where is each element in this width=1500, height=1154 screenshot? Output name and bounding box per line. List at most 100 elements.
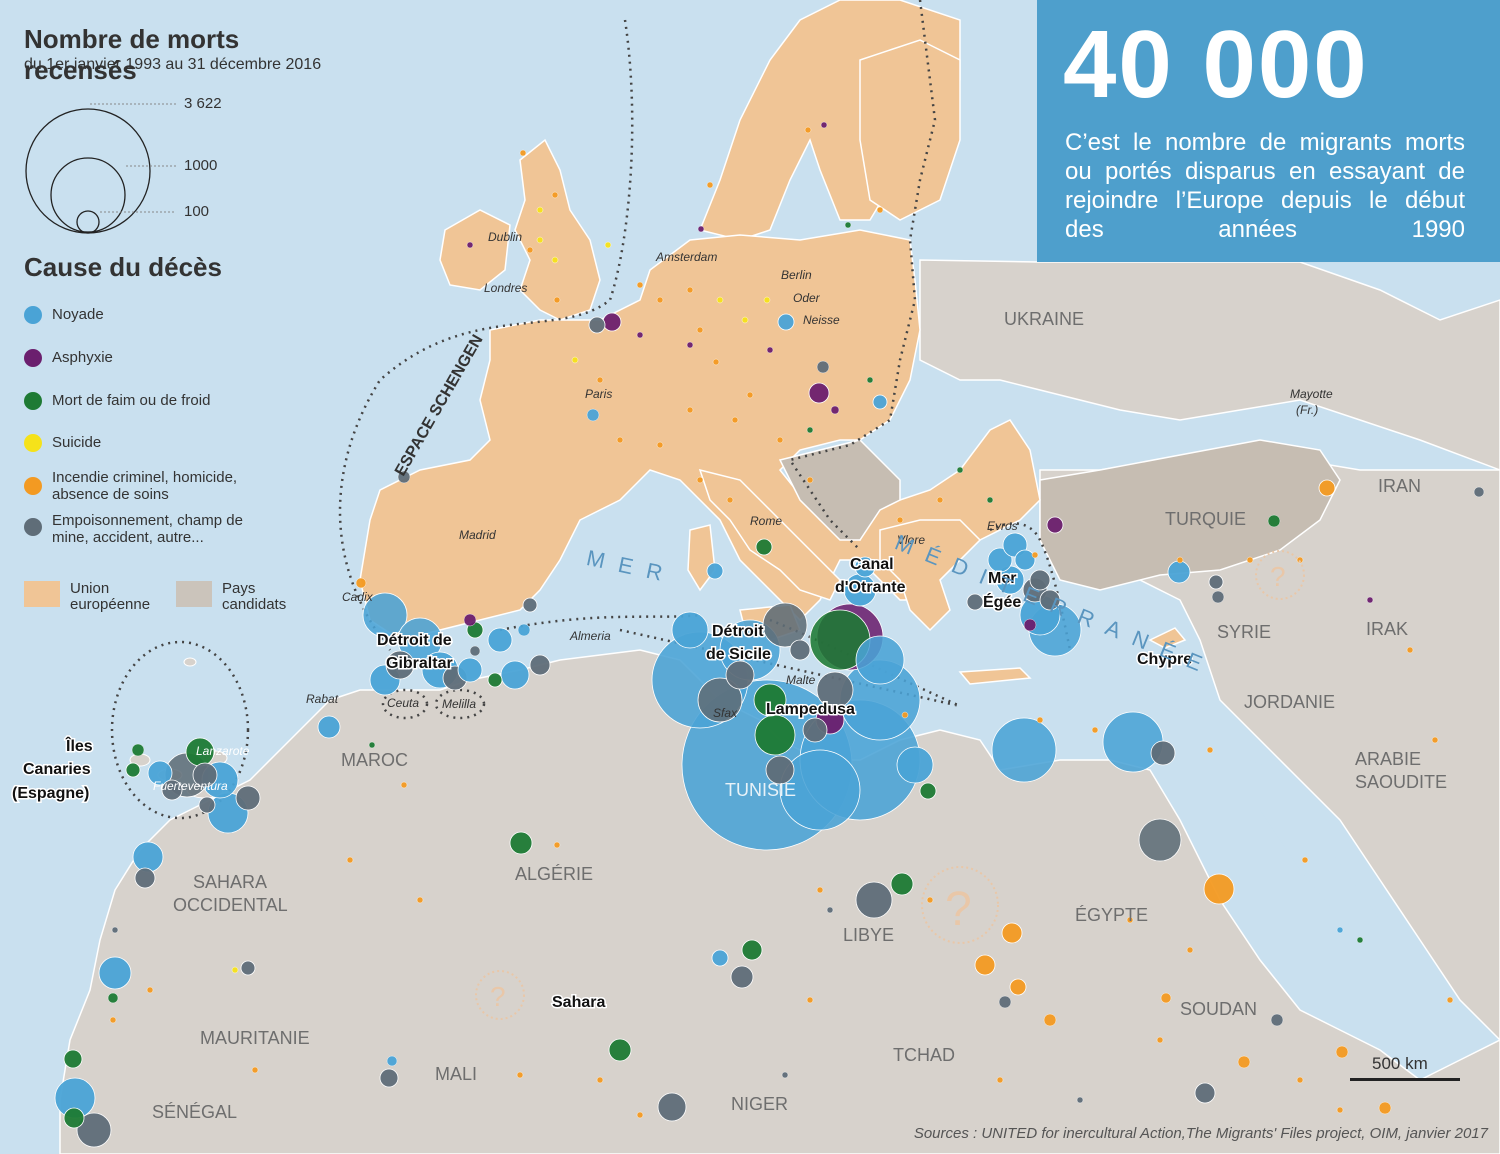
death-marker (63, 1049, 83, 1069)
death-marker (368, 741, 376, 749)
death-marker (1023, 618, 1037, 632)
death-marker (529, 654, 551, 676)
land-finland (859, 39, 961, 221)
death-marker (636, 331, 644, 339)
death-marker (500, 660, 530, 690)
death-marker (519, 149, 527, 157)
death-marker (656, 441, 664, 449)
area-swatch (176, 581, 212, 607)
country-label: OCCIDENTAL (173, 895, 288, 915)
death-marker (991, 717, 1057, 783)
death-marker (397, 470, 411, 484)
city-label: Cadix (342, 590, 374, 604)
death-marker (553, 841, 561, 849)
death-marker (1335, 1045, 1349, 1059)
death-marker (1237, 1055, 1251, 1069)
death-marker (131, 743, 145, 757)
death-marker (251, 1066, 259, 1074)
area-label: Pays candidats (222, 580, 287, 613)
death-marker (1186, 946, 1194, 954)
canaries-ring (110, 640, 250, 820)
place-label: Mer (988, 570, 1016, 587)
cause-title: Cause du décès (24, 252, 222, 282)
death-marker (1270, 1013, 1284, 1027)
unknown-region-q: ? (1270, 561, 1286, 592)
cause-swatch (24, 306, 42, 324)
death-marker (706, 181, 714, 189)
death-marker (636, 281, 644, 289)
country-label: MAROC (341, 750, 408, 770)
country-label: TCHAD (893, 1045, 955, 1065)
country-label: SAHARA (193, 872, 267, 892)
death-marker (656, 296, 664, 304)
city-label: Rabat (306, 692, 339, 706)
death-marker (746, 391, 754, 399)
country-label: TUNISIE (725, 780, 796, 800)
death-marker (536, 236, 544, 244)
cause-swatch (24, 434, 42, 452)
death-marker (487, 627, 513, 653)
size-legend-label: 1000 (184, 157, 218, 174)
death-marker (696, 476, 704, 484)
cause-swatch (24, 477, 42, 495)
death-marker (657, 1092, 687, 1122)
country-label: SAOUDITE (1355, 772, 1447, 792)
death-marker (588, 316, 606, 334)
death-marker (789, 639, 811, 661)
death-marker (806, 476, 814, 484)
death-marker (1001, 922, 1023, 944)
death-marker (1156, 1036, 1164, 1044)
land-uk (514, 138, 601, 321)
death-marker (956, 466, 964, 474)
death-marker (608, 1038, 632, 1062)
death-marker (806, 996, 814, 1004)
death-marker (1431, 736, 1439, 744)
death-marker (551, 191, 559, 199)
city-labels: Dublin Londres Amsterdam Berlin Oder Nei… (153, 230, 1333, 793)
legend-candidats: Pays candidats (176, 581, 302, 613)
death-marker (741, 939, 763, 961)
death-marker (355, 577, 367, 589)
legend-noyade: Noyade (24, 306, 104, 324)
death-marker (765, 755, 795, 785)
death-marker (198, 796, 216, 814)
cause-swatch (24, 392, 42, 410)
death-marker (1126, 916, 1134, 924)
cause-label: Noyade (52, 306, 104, 323)
death-marker (1336, 1106, 1344, 1114)
place-label: de Sicile (706, 646, 771, 663)
death-marker (400, 781, 408, 789)
scale-bar: 500 km (1350, 1054, 1460, 1084)
death-marker (844, 221, 852, 229)
info-box: 40 000 C’est le nombre de migrants morts… (1037, 0, 1500, 262)
death-marker (602, 312, 622, 332)
death-marker (1301, 856, 1309, 864)
country-label: ARABIE (1355, 749, 1421, 769)
death-marker (1296, 1076, 1304, 1084)
death-marker (1211, 590, 1225, 604)
death-marker (616, 436, 624, 444)
death-marker (1176, 556, 1184, 564)
death-marker (1014, 549, 1036, 571)
death-marker (1267, 514, 1281, 528)
death-marker (1160, 992, 1172, 1004)
unknown-region-q: ? (490, 981, 506, 1012)
death-marker (855, 881, 893, 919)
death-marker (686, 286, 694, 294)
city-label: Evros (987, 519, 1018, 533)
death-marker (926, 896, 934, 904)
death-marker (1029, 569, 1051, 591)
country-labels: UKRAINE IRAN TURQUIE SYRIE IRAK JORDANIE… (152, 309, 1447, 1122)
death-marker (457, 657, 483, 683)
death-marker (896, 746, 934, 784)
place-label: (Espagne) (12, 785, 89, 802)
ceuta-ring (381, 688, 429, 720)
death-marker (516, 1071, 524, 1079)
death-marker (397, 617, 443, 663)
cause-label: Incendie criminel, homicide, absence de … (52, 469, 238, 503)
death-marker (777, 313, 795, 331)
death-marker (1009, 978, 1027, 996)
place-label: d'Otrante (835, 579, 906, 596)
place-label: Lampedusa (766, 701, 855, 718)
